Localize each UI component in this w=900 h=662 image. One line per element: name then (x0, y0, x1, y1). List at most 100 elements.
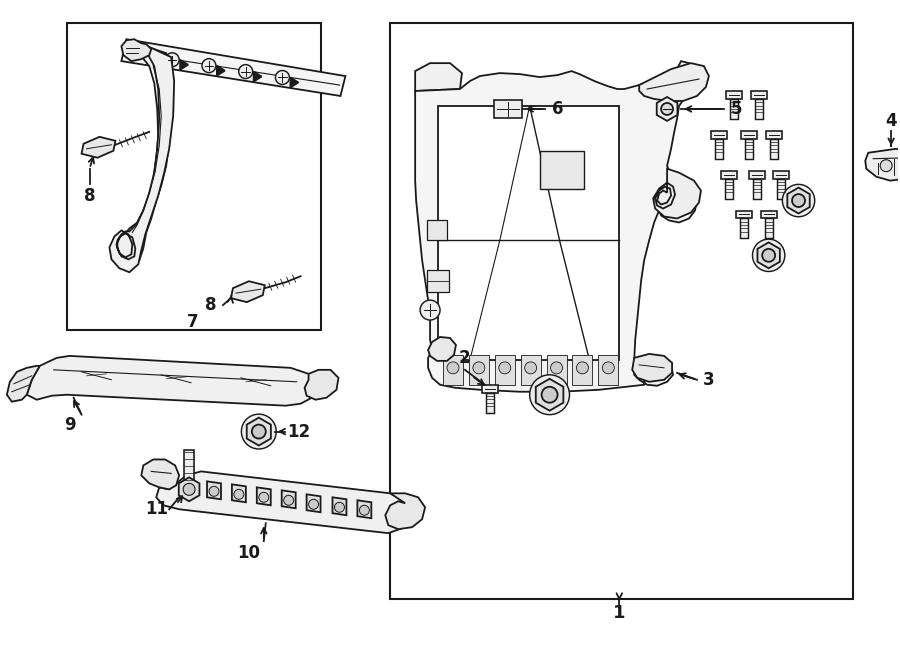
Circle shape (880, 160, 892, 171)
Bar (391, 23, 853, 599)
Polygon shape (865, 149, 900, 181)
Circle shape (662, 103, 673, 115)
Circle shape (166, 53, 179, 67)
Text: 8: 8 (205, 296, 217, 314)
Bar (755, 99, 762, 119)
Bar (777, 179, 785, 199)
Bar (724, 179, 733, 199)
Polygon shape (232, 485, 246, 502)
Bar (751, 91, 767, 99)
Bar (495, 355, 515, 385)
Text: 9: 9 (64, 416, 76, 434)
Text: 5: 5 (731, 100, 742, 118)
Polygon shape (231, 281, 265, 302)
Bar (540, 151, 584, 189)
Circle shape (234, 489, 244, 499)
Bar (521, 355, 541, 385)
Bar (572, 355, 592, 385)
Circle shape (762, 249, 775, 261)
Circle shape (209, 487, 219, 496)
Polygon shape (438, 106, 619, 360)
Bar (765, 218, 772, 238)
Bar (715, 139, 723, 159)
Bar (711, 131, 727, 139)
Text: 4: 4 (886, 112, 897, 130)
Polygon shape (385, 493, 425, 529)
Circle shape (202, 59, 216, 73)
Bar (725, 91, 742, 99)
Bar (184, 449, 194, 489)
Bar (745, 139, 752, 159)
Polygon shape (639, 63, 709, 101)
Circle shape (542, 387, 557, 402)
Polygon shape (27, 356, 319, 406)
Bar (749, 171, 765, 179)
Bar (760, 211, 777, 218)
Bar (469, 355, 489, 385)
Polygon shape (758, 242, 780, 268)
Text: 6: 6 (552, 100, 563, 118)
Polygon shape (141, 459, 179, 489)
Polygon shape (122, 39, 151, 61)
Polygon shape (157, 471, 410, 533)
Circle shape (472, 362, 485, 374)
Bar (741, 131, 757, 139)
Bar (736, 211, 752, 218)
Text: 7: 7 (187, 313, 199, 331)
Circle shape (525, 362, 536, 374)
Circle shape (284, 495, 293, 505)
Bar (67, 23, 320, 330)
Bar (486, 393, 494, 412)
Bar (766, 131, 781, 139)
Text: 1: 1 (613, 604, 626, 622)
Bar (772, 171, 788, 179)
Polygon shape (247, 418, 271, 446)
Bar (730, 99, 738, 119)
Polygon shape (291, 77, 298, 87)
Polygon shape (254, 71, 262, 81)
Polygon shape (122, 39, 346, 96)
Polygon shape (657, 97, 678, 121)
Bar (721, 171, 737, 179)
Bar (752, 179, 760, 199)
Polygon shape (536, 379, 563, 410)
Text: 12: 12 (287, 422, 310, 441)
Bar (598, 355, 618, 385)
Circle shape (420, 300, 440, 320)
Polygon shape (304, 370, 338, 400)
Circle shape (447, 362, 459, 374)
Circle shape (335, 502, 345, 512)
Polygon shape (632, 354, 672, 382)
Polygon shape (788, 187, 810, 214)
Circle shape (499, 362, 510, 374)
Polygon shape (217, 66, 225, 75)
Text: 8: 8 (84, 187, 95, 205)
Text: 10: 10 (238, 544, 260, 562)
Polygon shape (112, 43, 173, 267)
Bar (443, 355, 463, 385)
Polygon shape (282, 491, 296, 508)
Circle shape (275, 71, 290, 85)
Bar (494, 100, 522, 118)
Circle shape (577, 362, 589, 374)
Text: 2: 2 (459, 349, 471, 367)
Bar (428, 220, 447, 240)
Circle shape (183, 483, 195, 495)
Polygon shape (82, 137, 115, 158)
Polygon shape (415, 63, 462, 91)
Text: 3: 3 (703, 371, 715, 389)
Polygon shape (207, 481, 221, 499)
Bar (482, 385, 498, 393)
Circle shape (530, 375, 570, 414)
Circle shape (259, 493, 269, 502)
Circle shape (551, 362, 562, 374)
Bar (428, 270, 449, 292)
Circle shape (792, 194, 805, 207)
Polygon shape (307, 495, 320, 512)
Polygon shape (179, 477, 200, 501)
Bar (770, 139, 778, 159)
Bar (546, 355, 566, 385)
Circle shape (252, 424, 266, 438)
Polygon shape (7, 366, 40, 402)
Circle shape (752, 239, 785, 271)
